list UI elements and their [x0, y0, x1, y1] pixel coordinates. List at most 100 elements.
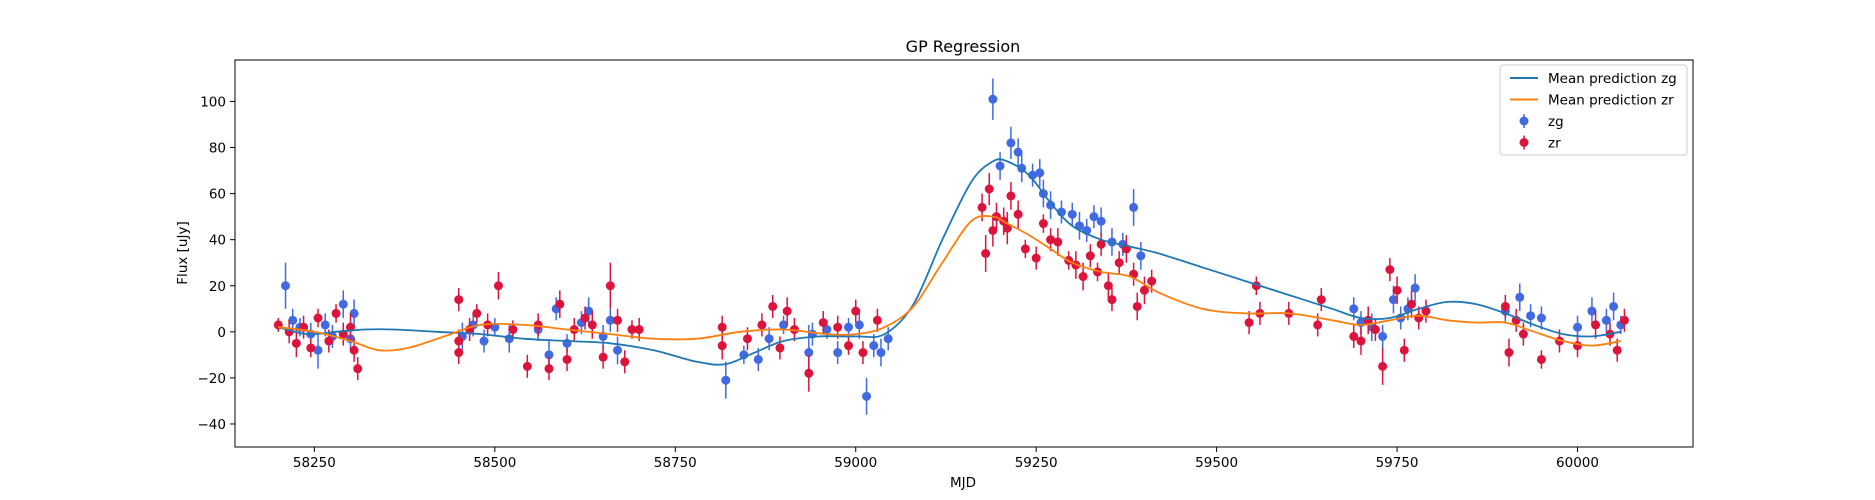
data-point-zg — [753, 354, 763, 364]
data-point-zr — [1407, 299, 1417, 309]
data-point-zr — [1612, 345, 1622, 355]
data-point-zg — [995, 161, 1005, 171]
x-tick-label: 59750 — [1376, 455, 1419, 471]
data-point-zr — [454, 295, 464, 305]
y-axis-ticks: −40 −20 0 20 40 60 80 100 — [198, 94, 235, 433]
data-point-zg — [1526, 311, 1536, 321]
x-axis-label: MJD — [950, 475, 976, 491]
data-point-zg — [1136, 251, 1146, 261]
data-point-zr — [742, 334, 752, 344]
data-point-zr — [1107, 295, 1117, 305]
axes-frame — [234, 59, 1694, 448]
data-point-zr — [851, 306, 861, 316]
x-tick-label: 59000 — [834, 455, 877, 471]
legend-marker-swatch — [1519, 116, 1529, 126]
legend: Mean prediction zg Mean prediction zr zg zr — [1499, 64, 1688, 156]
data-point-zr — [1078, 272, 1088, 282]
data-point-zr — [1085, 251, 1095, 261]
legend-label: Mean prediction zg — [1548, 71, 1677, 87]
data-point-zr — [768, 301, 778, 311]
data-point-zr — [493, 281, 503, 291]
data-point-zg — [1378, 331, 1388, 341]
data-point-zg — [822, 325, 832, 335]
data-point-zr — [1031, 253, 1041, 263]
data-point-zr — [1356, 336, 1366, 346]
data-point-zg — [281, 281, 291, 291]
data-point-zg — [1067, 209, 1077, 219]
data-point-zr — [555, 299, 565, 309]
data-point-zg — [1006, 138, 1016, 148]
data-point-zr — [1053, 237, 1063, 247]
data-point-zr — [1399, 345, 1409, 355]
data-point-zg — [1035, 168, 1045, 178]
data-point-zg — [779, 320, 789, 330]
data-point-zr — [324, 336, 334, 346]
data-point-zr — [1020, 244, 1030, 254]
data-point-zr — [1096, 239, 1106, 249]
data-point-zr — [620, 357, 630, 367]
data-point-zr — [1132, 301, 1142, 311]
data-point-zr — [349, 345, 359, 355]
data-point-zr — [533, 320, 543, 330]
x-axis-ticks: 58250 58500 58750 59000 59250 59500 59750 60000 — [293, 447, 1599, 471]
data-point-zr — [1370, 325, 1380, 335]
data-point-zr — [1500, 301, 1510, 311]
line-mean-prediction-zg — [278, 158, 1621, 366]
data-point-zg — [1046, 200, 1056, 210]
data-point-zg — [876, 348, 886, 358]
data-point-zr — [353, 364, 363, 374]
data-point-zr — [605, 281, 615, 291]
data-point-zr — [1536, 354, 1546, 364]
data-point-zr — [844, 341, 854, 351]
data-point-zg — [1536, 313, 1546, 323]
data-point-zg — [721, 375, 731, 385]
x-tick-label: 58750 — [654, 455, 697, 471]
data-point-zr — [1013, 209, 1023, 219]
legend-label: zr — [1548, 136, 1561, 152]
data-point-zg — [320, 320, 330, 330]
data-point-zg — [338, 299, 348, 309]
data-point-zr — [331, 308, 341, 318]
data-point-zr — [1046, 235, 1056, 245]
data-point-zg — [883, 334, 893, 344]
data-point-zr — [587, 320, 597, 330]
data-point-zg — [1388, 295, 1398, 305]
legend-box — [1499, 64, 1688, 156]
data-point-zr — [833, 322, 843, 332]
data-point-zg — [764, 334, 774, 344]
chart-title: GP Regression — [906, 37, 1021, 56]
data-point-zr — [858, 348, 868, 358]
data-point-zr — [1038, 219, 1048, 229]
data-point-zr — [1244, 318, 1254, 328]
data-point-zr — [306, 343, 316, 353]
data-point-zg — [1129, 202, 1139, 212]
data-point-zr — [1006, 191, 1016, 201]
data-point-zg — [1013, 147, 1023, 157]
data-point-zg — [1410, 283, 1420, 293]
legend-label: zg — [1548, 114, 1564, 130]
data-point-zr — [782, 306, 792, 316]
data-point-zg — [988, 94, 998, 104]
line-mean-prediction-zr — [278, 215, 1621, 352]
data-point-zr — [1573, 341, 1583, 351]
data-point-zr — [1619, 315, 1629, 325]
data-point-zr — [472, 308, 482, 318]
x-tick-label: 58500 — [473, 455, 516, 471]
y-tick-label: 0 — [217, 325, 226, 341]
data-point-zr — [1114, 258, 1124, 268]
x-tick-label: 59500 — [1195, 455, 1238, 471]
data-point-zr — [1591, 320, 1601, 330]
plot-area — [273, 78, 1629, 415]
data-point-zr — [1002, 223, 1012, 233]
data-point-zr — [1421, 306, 1431, 316]
data-point-zg — [854, 320, 864, 330]
data-point-zg — [605, 315, 615, 325]
y-tick-label: −40 — [198, 417, 227, 433]
data-point-zr — [1139, 285, 1149, 295]
data-point-zg — [1573, 322, 1583, 332]
y-tick-label: 80 — [209, 141, 226, 157]
data-point-zr — [1504, 348, 1514, 358]
data-point-zg — [833, 348, 843, 358]
data-point-zg — [490, 322, 500, 332]
data-point-zr — [818, 318, 828, 328]
